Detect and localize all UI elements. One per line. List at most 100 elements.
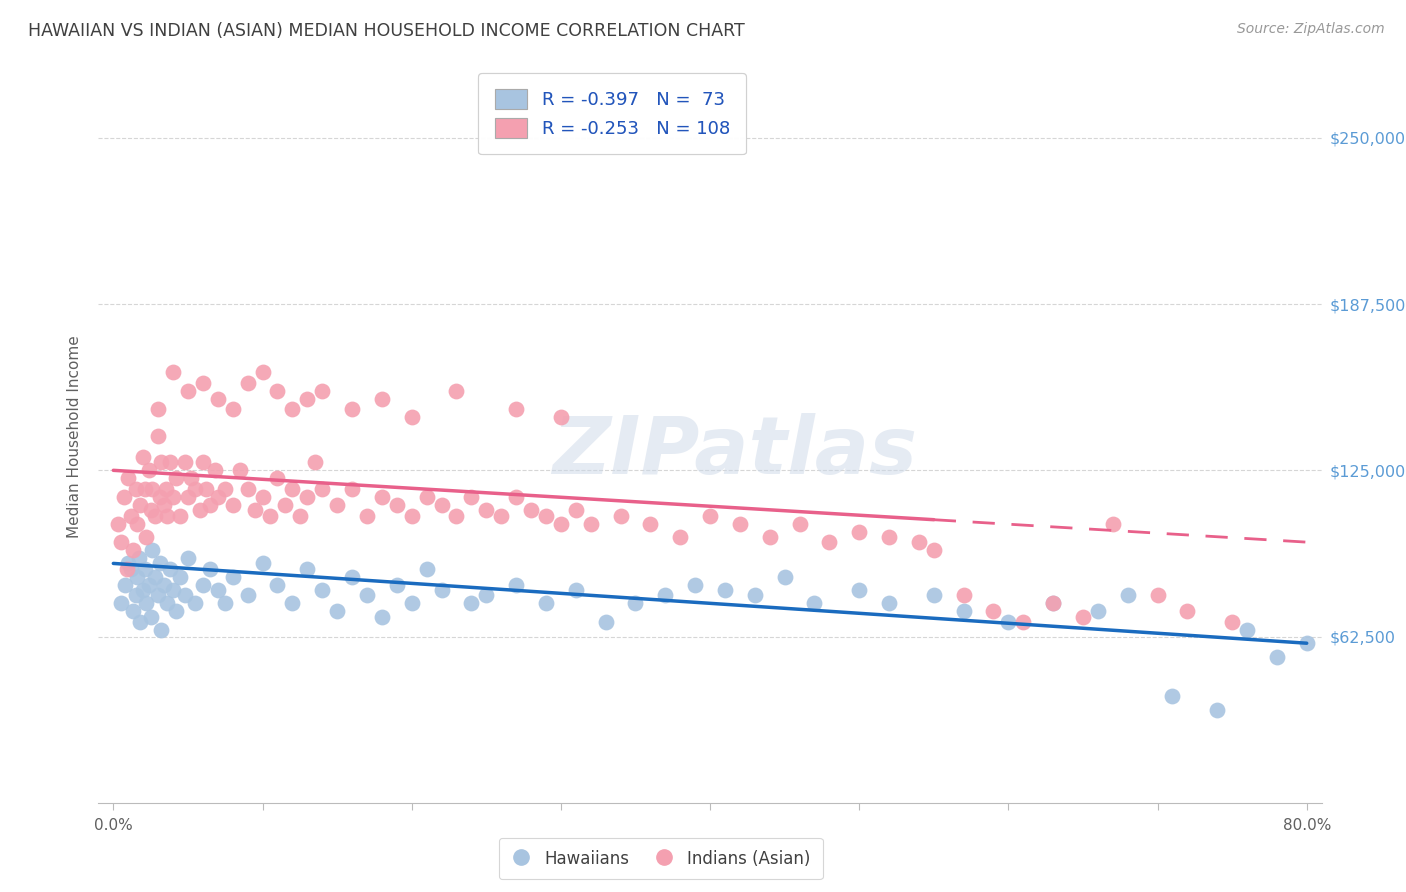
Point	[1087, 604, 1109, 618]
Point	[699, 508, 721, 523]
Point	[1265, 649, 1288, 664]
Point	[236, 482, 259, 496]
Point	[1177, 604, 1199, 618]
Point	[134, 562, 156, 576]
Point	[191, 455, 214, 469]
Point	[922, 588, 945, 602]
Point	[174, 588, 197, 602]
Point	[132, 582, 155, 597]
Point	[281, 482, 304, 496]
Point	[236, 588, 259, 602]
Point	[128, 551, 150, 566]
Point	[326, 604, 349, 618]
Point	[446, 384, 468, 398]
Point	[848, 524, 870, 539]
Point	[110, 596, 132, 610]
Point	[180, 471, 202, 485]
Point	[214, 596, 236, 610]
Point	[184, 596, 207, 610]
Point	[430, 498, 453, 512]
Point	[669, 530, 692, 544]
Point	[252, 490, 274, 504]
Point	[138, 463, 160, 477]
Point	[143, 508, 166, 523]
Point	[121, 604, 143, 618]
Point	[818, 535, 841, 549]
Point	[194, 482, 217, 496]
Point	[475, 588, 498, 602]
Point	[534, 596, 557, 610]
Point	[184, 482, 207, 496]
Point	[120, 562, 142, 576]
Point	[1206, 703, 1229, 717]
Point	[311, 582, 333, 597]
Point	[1161, 690, 1184, 704]
Point	[135, 596, 157, 610]
Point	[169, 508, 191, 523]
Point	[274, 498, 297, 512]
Legend: Hawaiians, Indians (Asian): Hawaiians, Indians (Asian)	[499, 838, 823, 880]
Point	[401, 596, 423, 610]
Point	[115, 562, 138, 576]
Point	[430, 582, 453, 597]
Point	[139, 503, 162, 517]
Point	[162, 582, 184, 597]
Point	[415, 562, 437, 576]
Point	[550, 516, 572, 531]
Point	[129, 498, 152, 512]
Point	[1236, 623, 1258, 637]
Point	[143, 570, 166, 584]
Point	[229, 463, 252, 477]
Point	[207, 490, 229, 504]
Point	[188, 503, 211, 517]
Point	[340, 482, 363, 496]
Point	[654, 588, 676, 602]
Point	[146, 402, 169, 417]
Point	[415, 490, 437, 504]
Point	[165, 604, 187, 618]
Point	[460, 490, 482, 504]
Point	[1101, 516, 1123, 531]
Point	[371, 392, 394, 406]
Text: HAWAIIAN VS INDIAN (ASIAN) MEDIAN HOUSEHOLD INCOME CORRELATION CHART: HAWAIIAN VS INDIAN (ASIAN) MEDIAN HOUSEH…	[28, 22, 745, 40]
Point	[214, 482, 236, 496]
Point	[983, 604, 1005, 618]
Point	[236, 376, 259, 390]
Point	[356, 588, 378, 602]
Point	[1071, 609, 1094, 624]
Point	[340, 570, 363, 584]
Point	[534, 508, 557, 523]
Point	[174, 455, 197, 469]
Point	[162, 490, 184, 504]
Y-axis label: Median Household Income: Median Household Income	[67, 335, 83, 539]
Point	[922, 543, 945, 558]
Point	[177, 384, 200, 398]
Point	[129, 615, 152, 629]
Point	[505, 402, 527, 417]
Point	[159, 455, 181, 469]
Point	[505, 490, 527, 504]
Point	[200, 498, 222, 512]
Point	[114, 577, 136, 591]
Point	[153, 577, 176, 591]
Point	[340, 402, 363, 417]
Point	[744, 588, 766, 602]
Point	[640, 516, 662, 531]
Point	[304, 455, 326, 469]
Point	[952, 588, 974, 602]
Point	[141, 543, 163, 558]
Point	[609, 508, 631, 523]
Point	[117, 471, 139, 485]
Point	[169, 570, 191, 584]
Point	[520, 503, 543, 517]
Point	[371, 609, 394, 624]
Legend: R = -0.397   N =  73, R = -0.253   N = 108: R = -0.397 N = 73, R = -0.253 N = 108	[478, 73, 747, 154]
Text: Source: ZipAtlas.com: Source: ZipAtlas.com	[1237, 22, 1385, 37]
Point	[149, 490, 172, 504]
Point	[221, 402, 243, 417]
Point	[125, 482, 148, 496]
Point	[908, 535, 931, 549]
Point	[252, 557, 274, 571]
Point	[773, 570, 796, 584]
Point	[1220, 615, 1243, 629]
